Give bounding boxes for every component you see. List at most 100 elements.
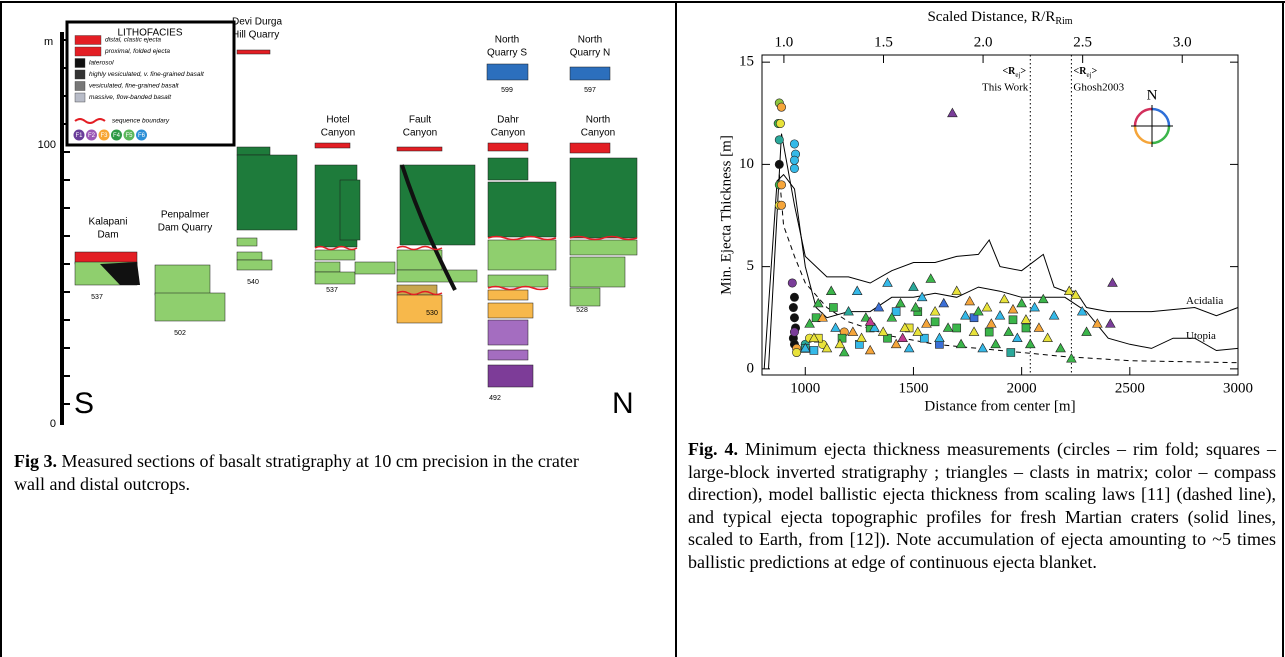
facies-label: F1 xyxy=(75,133,83,139)
point xyxy=(969,327,979,336)
profile-line xyxy=(764,175,1238,369)
facies-label: F2 xyxy=(88,133,96,139)
section-layer xyxy=(355,262,395,274)
legend-item: massive, flow-banded basalt xyxy=(89,94,172,101)
x2-tick-label: 1.0 xyxy=(775,34,794,50)
section-name: North xyxy=(495,35,519,46)
x2-axis-title-main: Scaled Distance, R/R xyxy=(927,9,1055,25)
point xyxy=(1021,315,1031,324)
section-number: 502 xyxy=(174,330,186,337)
point xyxy=(776,119,784,127)
section-layer xyxy=(488,240,556,270)
reference-label-main: <R xyxy=(1074,66,1088,77)
point xyxy=(935,333,945,342)
point xyxy=(792,348,800,356)
point xyxy=(1108,278,1118,287)
point xyxy=(1038,294,1048,303)
section-layer xyxy=(488,275,548,287)
direction: N xyxy=(612,387,634,420)
point xyxy=(1000,294,1010,303)
reference-label: <Rej> xyxy=(1002,66,1026,78)
caption-text: Measured sections of basalt stratigraphy… xyxy=(14,451,579,494)
legend-swatch xyxy=(75,93,85,102)
section-name: Hotel xyxy=(326,115,349,126)
section-layer xyxy=(570,257,625,287)
legend-item: vesiculated, fine-grained basalt xyxy=(89,83,180,90)
x2-tick-label: 1.5 xyxy=(874,34,893,50)
section-number: 599 xyxy=(501,87,513,94)
section-layer xyxy=(155,293,225,321)
reference-label-end: > xyxy=(1092,66,1098,77)
caption: Fig. 4. Minimum ejecta thickness measure… xyxy=(688,438,1276,574)
point xyxy=(991,339,1001,348)
compass-arc xyxy=(1152,126,1169,143)
x-tick-label: 1500 xyxy=(898,380,928,396)
section-layer xyxy=(315,272,355,284)
profile-line xyxy=(769,134,1239,369)
section-name: Devi Durga xyxy=(232,17,282,28)
section-name: Dam Quarry xyxy=(158,223,212,234)
y-tick-label: 5 xyxy=(747,258,755,274)
point xyxy=(1004,327,1014,336)
scale-label: 100 xyxy=(38,139,56,151)
point xyxy=(844,307,854,316)
point xyxy=(930,307,940,316)
section-layer xyxy=(315,143,350,148)
point xyxy=(911,303,921,312)
point xyxy=(852,286,862,295)
point xyxy=(1013,333,1023,342)
point xyxy=(939,298,949,307)
caption-label: Fig 3. xyxy=(14,451,57,471)
section-number: 540 xyxy=(247,279,259,286)
section-layer xyxy=(397,147,442,151)
point xyxy=(1022,324,1030,332)
reference-label-end: > xyxy=(1020,66,1026,77)
section-name: Penpalmer xyxy=(161,210,210,221)
point xyxy=(913,327,923,336)
section-number: 537 xyxy=(91,294,103,301)
point xyxy=(985,328,993,336)
point xyxy=(926,274,936,283)
facies-label: F3 xyxy=(100,133,108,139)
point xyxy=(943,323,953,332)
y-tick-label: 10 xyxy=(739,156,754,172)
x2-tick-label: 3.0 xyxy=(1173,34,1192,50)
section-layer xyxy=(237,155,297,230)
section-name: Canyon xyxy=(321,128,355,139)
point xyxy=(865,345,875,354)
point xyxy=(790,328,798,336)
point xyxy=(1034,323,1044,332)
section-layer xyxy=(315,250,355,260)
point xyxy=(775,160,783,168)
compass-arc xyxy=(1135,126,1152,143)
legend-item: proximal, folded ejecta xyxy=(104,48,170,55)
legend-item: distal, clastic ejecta xyxy=(105,37,161,44)
point xyxy=(1056,343,1066,352)
caption: Fig 3. Measured sections of basalt strat… xyxy=(14,450,614,495)
point xyxy=(1009,316,1017,324)
point xyxy=(790,156,798,164)
section-layer xyxy=(570,240,637,255)
x2-axis-title-sub: Rim xyxy=(1055,16,1072,27)
point xyxy=(790,164,798,172)
x2-tick-label: 2.0 xyxy=(974,34,993,50)
section-layer xyxy=(488,303,533,318)
point xyxy=(777,103,785,111)
direction: S xyxy=(74,387,94,420)
section-name: Quarry N xyxy=(570,48,611,59)
section-number: 528 xyxy=(576,307,588,314)
x-tick-label: 2000 xyxy=(1007,380,1037,396)
point xyxy=(790,140,798,148)
point xyxy=(790,314,798,322)
section-name: Dahr xyxy=(497,115,519,126)
legend-swatch xyxy=(75,47,101,56)
point xyxy=(839,348,849,357)
point xyxy=(922,319,932,328)
point xyxy=(878,327,888,336)
section-layer xyxy=(570,158,637,238)
x-axis-title: Distance from center [m] xyxy=(924,398,1075,414)
point xyxy=(931,318,939,326)
section-number: 492 xyxy=(489,395,501,402)
legend-item: sequence boundary xyxy=(112,118,170,125)
section-name: North xyxy=(586,115,610,126)
